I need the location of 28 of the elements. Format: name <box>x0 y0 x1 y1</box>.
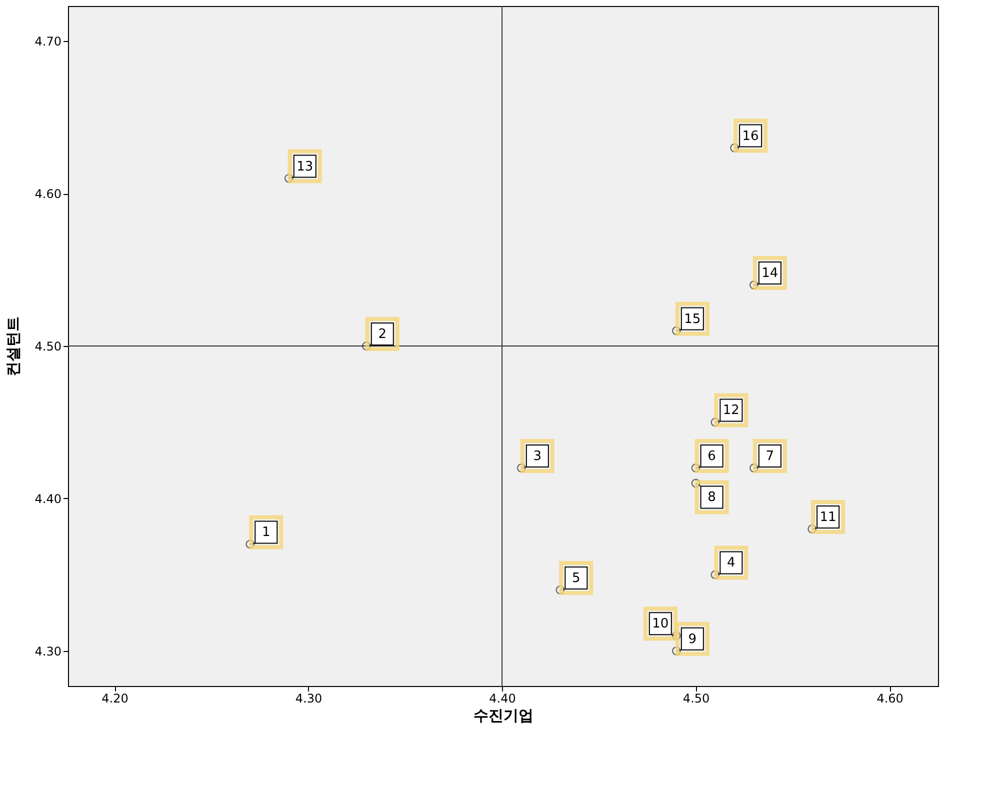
annotation: 6 <box>708 448 716 464</box>
annotation: 15 <box>684 312 701 327</box>
annotation: 4 <box>727 556 736 571</box>
annotation: 2 <box>378 327 387 342</box>
annotation: 12 <box>722 403 740 418</box>
y-tick-label: 4.40 <box>34 492 62 506</box>
x-tick-label: 4.20 <box>102 692 128 706</box>
annotation: 10 <box>652 616 669 632</box>
annotation: 11 <box>820 510 836 525</box>
annotation: 14 <box>762 266 778 282</box>
annotation: 5 <box>572 570 580 586</box>
y-axis-title: 컨설턴트 <box>4 316 22 376</box>
y-tick-label: 4.70 <box>34 34 62 49</box>
annotation: 3 <box>533 448 542 464</box>
annotation: 8 <box>708 490 716 506</box>
x-tick-label: 4.50 <box>682 692 710 706</box>
annotation: 7 <box>766 448 774 464</box>
y-tick-label: 4.30 <box>34 644 62 658</box>
x-axis-title: 수진기업 <box>474 706 534 724</box>
y-tick-label: 4.60 <box>34 187 62 202</box>
x-tick-label: 4.30 <box>295 692 322 706</box>
x-tick-label: 4.40 <box>489 692 516 706</box>
annotation: 13 <box>296 159 314 174</box>
y-tick-label: 4.50 <box>34 340 62 354</box>
annotation: 16 <box>742 128 759 144</box>
x-tick-label: 4.60 <box>876 692 904 706</box>
annotation: 1 <box>262 525 270 540</box>
annotation: 9 <box>688 632 697 647</box>
